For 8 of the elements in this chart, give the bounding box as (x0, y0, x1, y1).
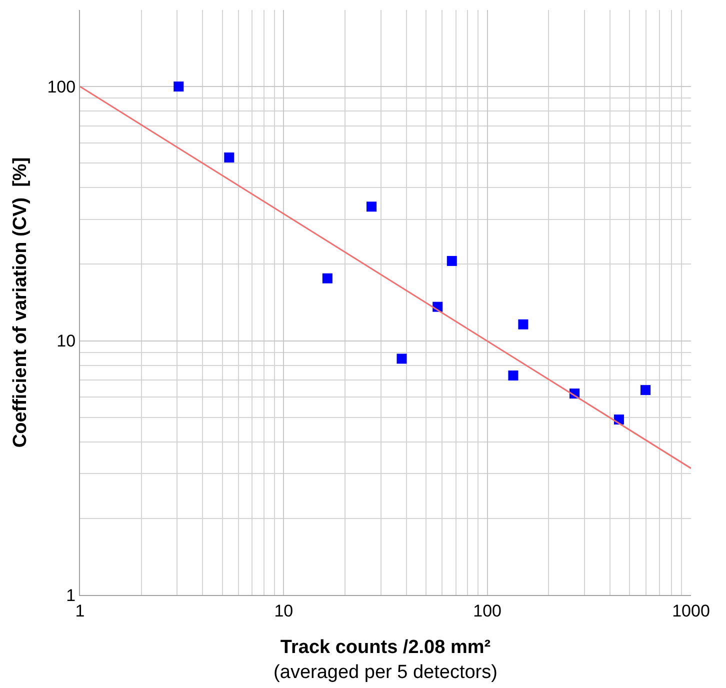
x-tick-label: 100 (473, 601, 502, 620)
y-tick-label: 10 (56, 332, 76, 351)
y-axis-title: Coefficient of variation (CV) [%] (10, 157, 32, 448)
x-tick-label: 10 (274, 601, 294, 620)
x-axis-title: Track counts /2.08 mm² (averaged per 5 detectors) (274, 637, 498, 683)
x-tick-label: 1000 (672, 601, 710, 620)
y-tick-label: 1 (66, 586, 76, 605)
y-tick-label: 100 (47, 77, 76, 96)
